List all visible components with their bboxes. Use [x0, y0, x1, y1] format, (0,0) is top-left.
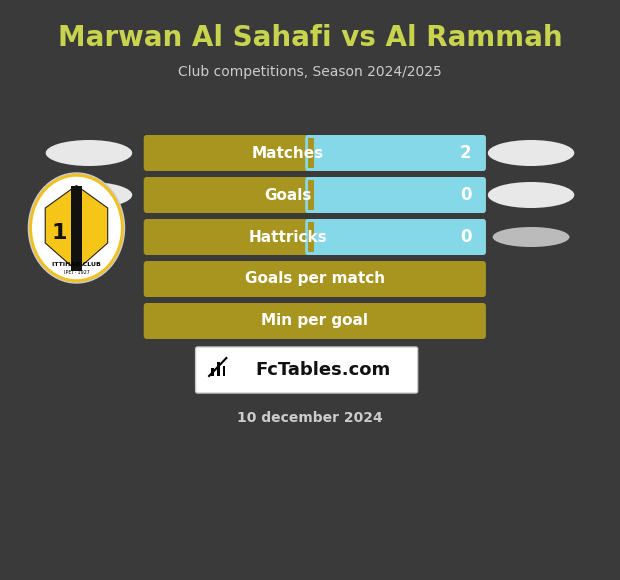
Ellipse shape [488, 182, 574, 208]
Bar [308, 180, 483, 210]
Ellipse shape [46, 182, 132, 208]
Text: Min per goal: Min per goal [261, 314, 368, 328]
Bar [223, 366, 226, 376]
FancyBboxPatch shape [196, 347, 418, 393]
Ellipse shape [32, 177, 121, 279]
FancyBboxPatch shape [144, 177, 486, 213]
FancyBboxPatch shape [305, 177, 486, 213]
Ellipse shape [493, 227, 570, 247]
Bar [308, 138, 314, 168]
Ellipse shape [46, 140, 132, 166]
Text: ITTIHAD CLUB: ITTIHAD CLUB [52, 262, 101, 266]
Text: Goals: Goals [264, 187, 312, 202]
Text: 2: 2 [460, 144, 471, 162]
Bar [217, 362, 219, 376]
Text: 0: 0 [460, 186, 471, 204]
FancyBboxPatch shape [305, 219, 486, 255]
FancyBboxPatch shape [144, 261, 486, 297]
FancyBboxPatch shape [144, 219, 486, 255]
Bar [308, 222, 314, 252]
Text: 1: 1 [51, 223, 67, 243]
Polygon shape [71, 186, 82, 270]
Text: IPEI · 1927: IPEI · 1927 [63, 270, 89, 274]
FancyBboxPatch shape [144, 303, 486, 339]
Bar [308, 180, 314, 210]
Ellipse shape [29, 173, 125, 283]
FancyBboxPatch shape [144, 135, 486, 171]
Bar [308, 138, 483, 168]
Text: Hattricks: Hattricks [249, 230, 327, 245]
Bar [211, 368, 214, 376]
FancyBboxPatch shape [305, 135, 486, 171]
Text: 0: 0 [460, 228, 471, 246]
Text: Matches: Matches [252, 146, 324, 161]
Text: Club competitions, Season 2024/2025: Club competitions, Season 2024/2025 [178, 65, 442, 79]
Polygon shape [45, 186, 108, 270]
Text: FcTables.com: FcTables.com [255, 361, 391, 379]
Text: 10 december 2024: 10 december 2024 [237, 411, 383, 425]
Text: Marwan Al Sahafi vs Al Rammah: Marwan Al Sahafi vs Al Rammah [58, 24, 562, 52]
Text: Goals per match: Goals per match [245, 271, 385, 287]
Bar [308, 222, 483, 252]
Ellipse shape [488, 140, 574, 166]
